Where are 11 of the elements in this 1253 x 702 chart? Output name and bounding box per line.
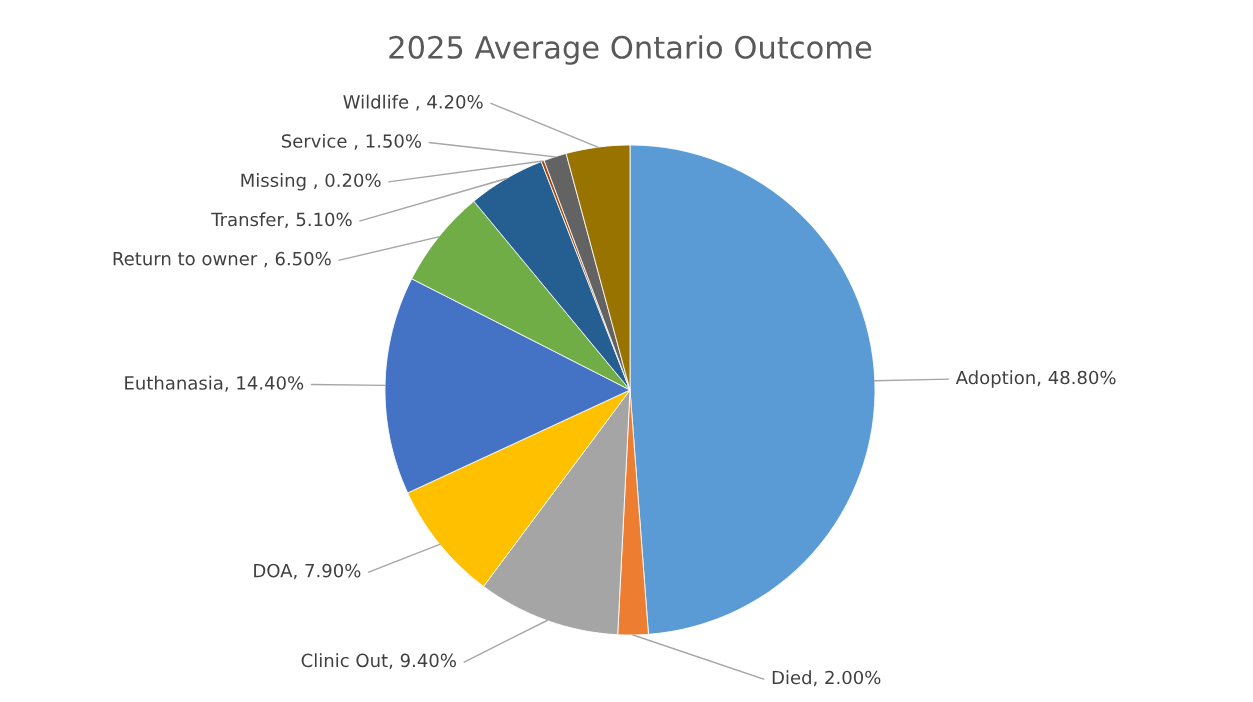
slice-label: Adoption, 48.80% — [955, 370, 1116, 388]
slice-label: Died, 2.00% — [772, 670, 881, 687]
slice-label: Missing , 0.20% — [241, 173, 381, 191]
slice-label: Service , 1.50% — [281, 133, 422, 150]
slice-label: Wildlife , 4.20% — [343, 94, 483, 111]
slice-label: Return to owner , 6.50% — [113, 251, 331, 268]
slice-label: Clinic Out, 9.40% — [301, 653, 456, 670]
slice-label: Euthanasia, 14.40% — [125, 375, 304, 392]
slice-label: DOA, 7.90% — [254, 563, 361, 580]
chart-title: 2025 Average Ontario Outcome — [389, 35, 872, 65]
slice-label: Transfer, 5.10% — [211, 212, 352, 229]
